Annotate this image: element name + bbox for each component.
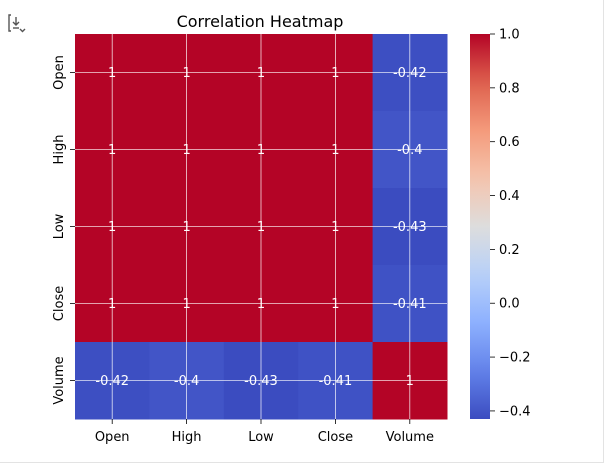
- cell-annotation: 1: [406, 374, 414, 389]
- colorbar-tick-label: 0.0: [499, 297, 520, 312]
- output-expand-icon[interactable]: [6, 12, 26, 34]
- x-tick-label: Close: [318, 430, 353, 445]
- cell-annotation: -0.42: [393, 66, 427, 81]
- cell-annotation: 1: [182, 297, 190, 312]
- x-tick-label: High: [172, 430, 202, 445]
- colorbar-tick-label: 0.8: [499, 81, 520, 96]
- cell-annotation: 1: [108, 297, 116, 312]
- colorbar-tick-label: −0.4: [499, 404, 531, 419]
- cell-annotation: 1: [257, 297, 265, 312]
- y-tick-label: Volume: [52, 356, 67, 404]
- x-tick-label: Volume: [386, 430, 434, 445]
- colorbar-tick-label: −0.2: [499, 351, 531, 366]
- y-tick-label: Low: [52, 213, 67, 239]
- cell-annotation: -0.4: [174, 374, 199, 389]
- cell-annotation: 1: [182, 66, 190, 81]
- output-frame-border: [0, 462, 604, 463]
- cell-annotation: 1: [331, 297, 339, 312]
- cell-annotation: 1: [182, 220, 190, 235]
- colorbar-tick-label: 1.0: [499, 28, 520, 43]
- cell-annotation: 1: [257, 66, 265, 81]
- cell-annotation: 1: [108, 220, 116, 235]
- cell-annotation: 1: [331, 220, 339, 235]
- cell-annotation: 1: [257, 220, 265, 235]
- cell-annotation: -0.41: [393, 297, 427, 312]
- cell-annotation: -0.42: [95, 374, 129, 389]
- chart-title: Correlation Heatmap: [177, 12, 344, 31]
- colorbar-tick-label: 0.4: [499, 189, 520, 204]
- y-tick-label: High: [52, 135, 67, 165]
- cell-annotation: -0.43: [244, 374, 278, 389]
- colorbar-gradient: [470, 34, 490, 419]
- colorbar: 1.0 0.8 0.6 0.4 0.2 0.0 −0.2 −0.4: [470, 28, 531, 419]
- cell-annotation: 1: [257, 143, 265, 158]
- y-tick-label: Close: [52, 286, 67, 321]
- y-tick-label: Open: [52, 55, 67, 90]
- colorbar-tick-label: 0.6: [499, 135, 520, 150]
- x-tick-label: Open: [95, 430, 130, 445]
- cell-annotation: 1: [331, 143, 339, 158]
- x-axis-ticks: Open High Low Close Volume: [95, 419, 434, 445]
- y-axis-ticks: Open High Low Close Volume: [52, 55, 75, 405]
- cell-annotations: 1 1 1 1 -0.421 1 1 1 -0.41 1 1 1 -0.431 1 1 1 -0.41-0.42…: [95, 66, 426, 389]
- cell-annotation: 1: [331, 66, 339, 81]
- cell-annotation: 1: [108, 66, 116, 81]
- cell-annotation: 1: [108, 143, 116, 158]
- cell-annotation: 1: [182, 143, 190, 158]
- cell-annotation: -0.43: [393, 220, 427, 235]
- cell-annotation: -0.41: [319, 374, 353, 389]
- x-tick-label: Low: [248, 430, 274, 445]
- colorbar-tick-label: 0.2: [499, 243, 520, 258]
- grid-lines: [75, 34, 447, 419]
- cell-annotation: -0.4: [397, 143, 422, 158]
